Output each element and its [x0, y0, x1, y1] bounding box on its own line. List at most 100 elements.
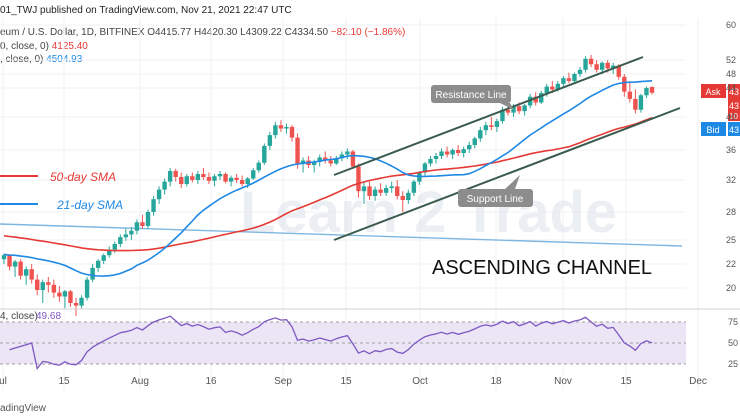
ask-bid-panel[interactable]: Ask 43 43 10 Bid 43	[701, 84, 740, 136]
bid-badge	[701, 122, 726, 136]
candle-body	[439, 151, 444, 156]
candle-body	[616, 65, 621, 77]
candle-body	[7, 255, 12, 267]
candle-body	[300, 160, 306, 164]
candle-body	[134, 222, 140, 231]
candle-body	[167, 171, 173, 182]
candle-body	[223, 174, 228, 182]
price-tick-label: 52	[726, 55, 736, 65]
candle-body	[162, 181, 167, 190]
mid-price-badge	[728, 98, 740, 112]
mid-price: 43	[729, 101, 739, 111]
open-value: O4415.77	[147, 27, 192, 38]
price-tick-label: 28	[726, 207, 736, 217]
support-label-text: Support Line	[467, 194, 524, 205]
candle-body	[278, 125, 284, 129]
ask-badge	[701, 84, 726, 98]
candle-body	[411, 181, 417, 193]
candle-body	[572, 74, 577, 81]
time-tick-label: 16	[205, 376, 217, 387]
legend-sma21-label: 21-day SMA	[56, 198, 123, 212]
candle-body	[516, 106, 522, 112]
candle-body	[444, 151, 450, 155]
candle-body	[478, 130, 483, 139]
price-tick-label: 48	[726, 69, 736, 79]
time-axis[interactable]: ul 15 Aug 16 Sep 15 Oct 18 Nov 15 Dec	[0, 376, 707, 387]
candle-body	[406, 192, 411, 200]
support-label-box	[458, 189, 533, 207]
support-trendline[interactable]	[333, 107, 681, 241]
candle-body	[46, 282, 51, 285]
candle-body	[84, 279, 90, 298]
price-tick-label: 20	[726, 283, 736, 293]
candle-body	[239, 180, 245, 184]
candle-body	[583, 58, 588, 70]
close-value: C4334.50	[284, 27, 329, 38]
candle-body	[472, 138, 477, 146]
candle-body	[40, 282, 45, 290]
candle-body	[228, 177, 234, 182]
price-axis[interactable]: 60 52 48 44 40 36 32 28 25 22 20	[726, 20, 736, 293]
candle-body	[505, 109, 511, 113]
candle-body	[611, 65, 616, 69]
candle-body	[378, 189, 383, 193]
candle-body	[311, 162, 317, 165]
candle-body	[173, 171, 178, 177]
resistance-label-box	[431, 85, 511, 103]
legend-sma21: 21-day SMA	[0, 198, 123, 212]
rsi-legend[interactable]: 4, close) 49.68	[0, 311, 61, 322]
candle-body	[201, 174, 206, 177]
price-tick-label: 60	[726, 20, 736, 30]
ask-label: Ask	[705, 87, 721, 97]
candle-body	[112, 244, 117, 250]
candle-body	[179, 177, 184, 184]
candle-body	[638, 95, 644, 110]
candle-body	[184, 176, 189, 184]
candle-body	[123, 234, 129, 238]
resistance-label-pointer	[500, 103, 514, 110]
resistance-trendline[interactable]	[333, 56, 644, 176]
candle-body	[267, 135, 273, 146]
time-tick-label: 15	[620, 376, 632, 387]
candle-body	[217, 174, 223, 177]
candle-body	[550, 86, 555, 90]
candle-body	[361, 186, 367, 192]
footer-brand: adingView	[0, 403, 46, 414]
time-tick-label: Nov	[554, 376, 572, 387]
time-tick-label: 15	[58, 376, 70, 387]
candle-body	[79, 297, 84, 306]
candle-body	[627, 91, 633, 99]
candle-body	[51, 284, 57, 293]
symbol-ohlc-line: eum / U.S. Dollar, 1D, BITFINEX O4415.77…	[0, 27, 405, 38]
candle-body	[107, 249, 112, 256]
ask-price-badge	[728, 84, 740, 98]
sma21-line	[3, 80, 653, 277]
candle-body	[422, 163, 428, 173]
candle-body	[29, 269, 34, 280]
candle-body	[522, 105, 527, 112]
candle-body	[544, 86, 549, 94]
support-label-pointer	[505, 175, 520, 189]
candle-body	[566, 78, 572, 81]
low-value: L4309.22	[240, 27, 282, 38]
candle-body	[151, 199, 156, 212]
candle-body	[245, 178, 250, 184]
candle-body	[73, 303, 79, 306]
price-tick-label: 22	[726, 259, 736, 269]
candle-body	[433, 156, 439, 159]
ask-price: 43	[729, 87, 739, 97]
candle-body	[317, 157, 322, 162]
candle-body	[588, 58, 594, 65]
candle-body	[356, 166, 361, 192]
candle-body	[644, 88, 649, 96]
rsi-axis: 75 50 25	[728, 317, 738, 369]
publisher-header: 01_TWJ published on TradingView.com, Nov…	[0, 5, 292, 16]
candle-body	[367, 186, 372, 196]
sma50-legend-value: 4125.40	[51, 41, 88, 52]
candle-body	[594, 64, 599, 70]
candle-body	[428, 159, 433, 164]
time-tick-label: Oct	[412, 376, 428, 387]
sma50-legend[interactable]: 0, close, 0) 4125.40	[0, 41, 88, 52]
rsi-tick-label: 50	[728, 338, 738, 348]
